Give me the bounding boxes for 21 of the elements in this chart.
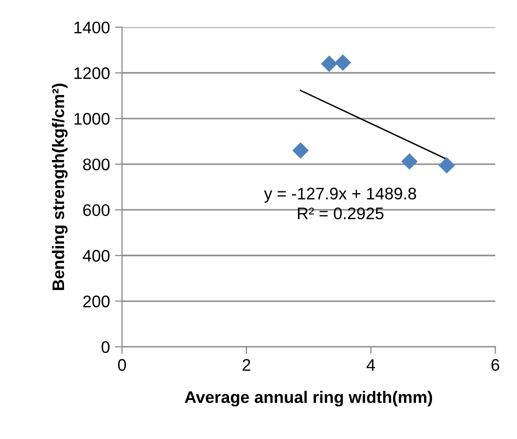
point (401, 153, 418, 170)
x-tick-label: 2 (242, 359, 250, 371)
annotation: y = -127.9x + 1489.8 (264, 188, 416, 203)
point (292, 142, 309, 159)
x-tick-label: 4 (366, 359, 376, 371)
y-tick-label: 600 (83, 204, 110, 216)
point (438, 157, 455, 174)
y-tick-label: 800 (83, 158, 110, 170)
y-axis-title: Bending strength(kgf/cm²) (52, 84, 68, 290)
y-tick-label: 0 (102, 341, 110, 354)
y-tick-label: 1000 (74, 112, 110, 125)
point (334, 54, 352, 71)
y-tick-label: 1400 (74, 22, 110, 34)
x-tick-label: 6 (492, 359, 500, 371)
y-tick-label: 400 (82, 250, 110, 262)
x-tick-label: 0 (118, 359, 126, 371)
x-axis-title: Average annual ring width(mm) (184, 390, 432, 406)
y-tick-label: 1200 (74, 67, 110, 80)
point (320, 56, 338, 72)
y-tick-label: 200 (83, 296, 110, 308)
annotation: R² = 0.2925 (298, 207, 384, 220)
